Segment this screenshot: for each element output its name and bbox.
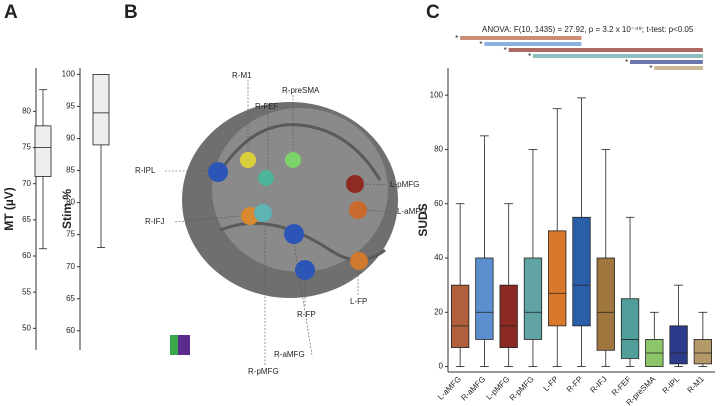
y-tick-label: 65 [66,294,75,303]
significance-bar [654,66,703,70]
box [475,257,494,340]
box [34,125,52,177]
y-tick-label: 40 [434,253,443,262]
leader-line [293,243,313,356]
panel-label: C [426,2,440,23]
y-tick-label: 80 [22,106,31,115]
box [92,74,110,146]
box [620,298,640,359]
significance-bar [484,42,582,46]
box [669,325,688,365]
x-tick-label: R-IFJ [588,375,608,395]
y-tick-label: 90 [66,134,75,143]
y-tick-label: 60 [22,251,31,260]
box [693,339,713,365]
y-tick-label: 70 [22,179,31,188]
y-tick-label: 75 [66,230,75,239]
x-tick-label: R-pMFG [508,375,536,403]
y-tick-label: 100 [430,90,444,99]
y-tick-label: 20 [434,307,443,316]
panel-label: B [124,2,138,23]
box [596,257,615,351]
x-tick-label: R-FEF [610,374,633,397]
region-label: R-IFJ [145,217,165,226]
y-tick-label: 100 [62,70,76,79]
leader-line [174,215,241,223]
y-tick-label: 65 [22,215,31,224]
x-tick-label: L-aMFG [436,375,463,402]
y-tick-label: 55 [22,287,31,296]
annotation: ANOVA: F(10, 1435) = 27.92, p = 3.2 x 10… [482,25,694,34]
y-tick-label: 85 [66,166,75,175]
region-label: R-aMFG [274,350,305,359]
x-tick-label: R-IPL [661,374,682,395]
significance-bar [532,54,703,58]
brain-image [170,102,398,355]
box [523,257,543,340]
y-axis-label: MT (µV) [2,187,16,231]
region-label: R-preSMA [282,86,320,95]
y-tick-label: 80 [434,145,443,154]
y-tick-label: 0 [439,362,444,371]
y-tick-label: 60 [434,199,443,208]
x-tick-label: R-aMFG [459,375,487,403]
y-axis-label: SUDS [416,203,430,236]
y-tick-label: 80 [66,198,75,207]
panel-label: A [4,2,18,23]
significance-bar [460,36,582,40]
y-tick-label: 70 [66,262,75,271]
box [450,284,470,348]
significance-bar [508,48,703,52]
significance-star: * [528,52,531,61]
significance-star: * [479,40,482,49]
x-tick-label: R-M1 [686,374,707,395]
x-tick-label: R-FP [565,375,585,395]
region-label: R-M1 [232,71,252,80]
region-label: L-aMFG [397,207,426,216]
region-label: L-pMFG [390,180,419,189]
y-axis-label: Stim % [60,189,74,229]
leader-line [366,209,391,213]
leader-line [363,183,386,186]
significance-star: * [649,64,652,73]
region-label: R-FEF [255,102,279,111]
significance-star: * [625,58,628,67]
region-label: L-FP [350,297,367,306]
y-tick-label: 50 [22,323,31,332]
significance-star: * [504,46,507,55]
y-tick-label: 75 [22,143,31,152]
region-label: R-FP [297,310,316,319]
y-tick-label: 95 [66,102,75,111]
x-tick-label: L-FP [542,375,561,394]
region-label: R-IPL [135,166,156,175]
y-tick-label: 60 [66,326,75,335]
x-tick-label: L-pMFG [484,375,511,402]
significance-star: * [455,34,458,43]
box [548,230,567,327]
box [499,284,518,348]
significance-bar [630,60,703,64]
box [572,216,591,327]
region-label: R-pMFG [248,367,279,376]
